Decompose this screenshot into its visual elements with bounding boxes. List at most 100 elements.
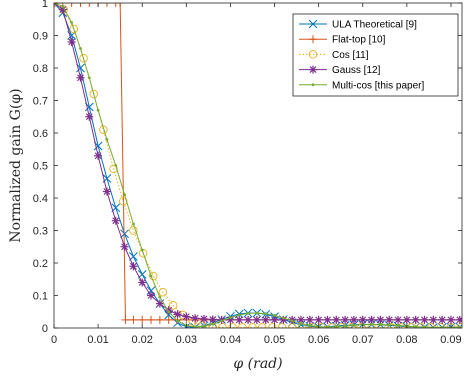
- y-tick-label-7: 0.6: [33, 128, 48, 140]
- series-4-point-33: [332, 315, 341, 324]
- series-5-point-5: [87, 76, 91, 80]
- series-4-point-7: [102, 187, 111, 196]
- x-tick-label-3: 0.02: [132, 334, 153, 346]
- series-2-point-7: [102, 3, 111, 7]
- y-tick-label-8: 0.7: [33, 96, 48, 108]
- series-4-point-30: [305, 315, 314, 324]
- series-4-point-37: [367, 315, 376, 324]
- series-2-point-4: [76, 3, 85, 7]
- series-4-point-13: [155, 299, 164, 308]
- series-4-point-17: [191, 314, 200, 323]
- series-5-point-12: [149, 274, 153, 278]
- series-4-point-12: [147, 291, 156, 300]
- series-5-point-26: [273, 313, 276, 317]
- series-4-point-44: [429, 315, 438, 324]
- series-3-point-11: [148, 271, 158, 281]
- series-4-point-16: [182, 312, 191, 321]
- series-5-point-42: [414, 325, 418, 328]
- series-4-point-42: [411, 315, 420, 324]
- legend-entry-1: ULA Theoretical [9]: [299, 20, 417, 31]
- series-4-point-6: [94, 151, 103, 160]
- series-2-point-13: [147, 315, 156, 324]
- series-3-point-35: [387, 323, 396, 328]
- series-2-point-10: [121, 315, 130, 324]
- legend-swatch-marker: [308, 50, 318, 59]
- series-4-point-35: [349, 315, 358, 324]
- series-5-point-43: [423, 325, 426, 328]
- series-5-point-20: [220, 319, 224, 323]
- series-5-point-37: [370, 323, 373, 326]
- series-4-point-45: [438, 315, 447, 324]
- series-3-point-3: [69, 24, 79, 34]
- x-tick-label-10: 0.09: [440, 334, 461, 346]
- series-4-point-46: [446, 315, 455, 324]
- x-tick-label-9: 0.08: [396, 334, 417, 346]
- series-5-point-29: [299, 322, 303, 325]
- y-tick-label-1: 0: [42, 323, 48, 335]
- series-4-point-14: [164, 306, 173, 315]
- legend-swatch-marker: [309, 35, 317, 44]
- series-4-point-3: [67, 38, 76, 46]
- legend-entry-3: Cos [11]: [299, 50, 369, 61]
- series-5-point-32: [326, 325, 329, 328]
- legend-entry-4: Gauss [12]: [299, 65, 381, 76]
- legend-box: [292, 13, 459, 97]
- series-2-point-12: [138, 315, 147, 324]
- series-5-point-14: [167, 310, 171, 314]
- series-5-point-3: [70, 21, 74, 24]
- series-4-point-34: [341, 315, 350, 324]
- x-tick-label-7: 0.06: [308, 334, 329, 346]
- x-axis-ticks: 0 0.01 0.02 0.03 0.04 0.05 0.06 0.07 0.08 0.09: [51, 3, 462, 346]
- series-5-point-27: [281, 316, 285, 320]
- y-tick-label-4: 0.3: [33, 226, 48, 238]
- series-4-point-22: [235, 315, 244, 324]
- series-5-point-38: [379, 323, 382, 326]
- series-5-point-25: [264, 312, 268, 316]
- series-4-point-31: [314, 315, 323, 324]
- series-4-point-9: [120, 242, 129, 251]
- legend-label: ULA Theoretical [9]: [332, 20, 417, 31]
- series-5-point-33: [334, 325, 338, 328]
- legend-swatch-marker: [311, 83, 315, 87]
- legend-swatch-marker: [308, 19, 318, 29]
- series-3-point-24: [277, 323, 287, 328]
- series-5-point-40: [396, 324, 400, 327]
- series-4-point-15: [173, 310, 182, 319]
- series-3-point-22: [257, 323, 267, 328]
- x-tick-label-5: 0.04: [220, 334, 241, 346]
- x-tick-label-4: 0.03: [176, 334, 197, 346]
- series-3-point-4: [79, 54, 88, 63]
- series-5-point-9: [123, 193, 126, 197]
- series-3-point-21: [248, 323, 257, 328]
- series-4: [54, 3, 462, 324]
- series-4-point-25: [261, 315, 270, 324]
- series-4-point-36: [358, 315, 367, 324]
- series-5-point-21: [229, 316, 232, 319]
- series-5-point-18: [202, 324, 206, 328]
- x-tick-label-2: 0.01: [87, 334, 108, 346]
- series-3-point-13: [168, 301, 178, 310]
- series-3-point-18: [218, 323, 227, 328]
- series-5-point-28: [290, 319, 294, 323]
- series-5-point-2: [61, 4, 65, 8]
- series-4-point-47: [455, 315, 462, 324]
- series-4-point-23: [244, 315, 253, 324]
- series-4-point-27: [279, 315, 288, 324]
- series-3-point-20: [238, 323, 247, 328]
- series-3-point-23: [268, 323, 277, 328]
- legend-label: Cos [11]: [332, 50, 369, 61]
- legend-swatch-marker: [309, 65, 317, 74]
- series-3-point-6: [99, 125, 108, 134]
- series-4-point-40: [394, 315, 403, 324]
- series-5-point-22: [237, 313, 241, 317]
- series-2-point-11: [129, 315, 138, 324]
- series-2-point-8: [111, 3, 120, 7]
- series-layer: [54, 3, 462, 328]
- series-5-point-6: [96, 108, 100, 112]
- y-tick-label-6: 0.5: [33, 161, 48, 173]
- series-2-point-3: [67, 3, 76, 7]
- series-3-point-5: [89, 89, 98, 99]
- legend-entry-2: Flat-top [10]: [299, 35, 386, 46]
- series-5-point-34: [343, 324, 347, 328]
